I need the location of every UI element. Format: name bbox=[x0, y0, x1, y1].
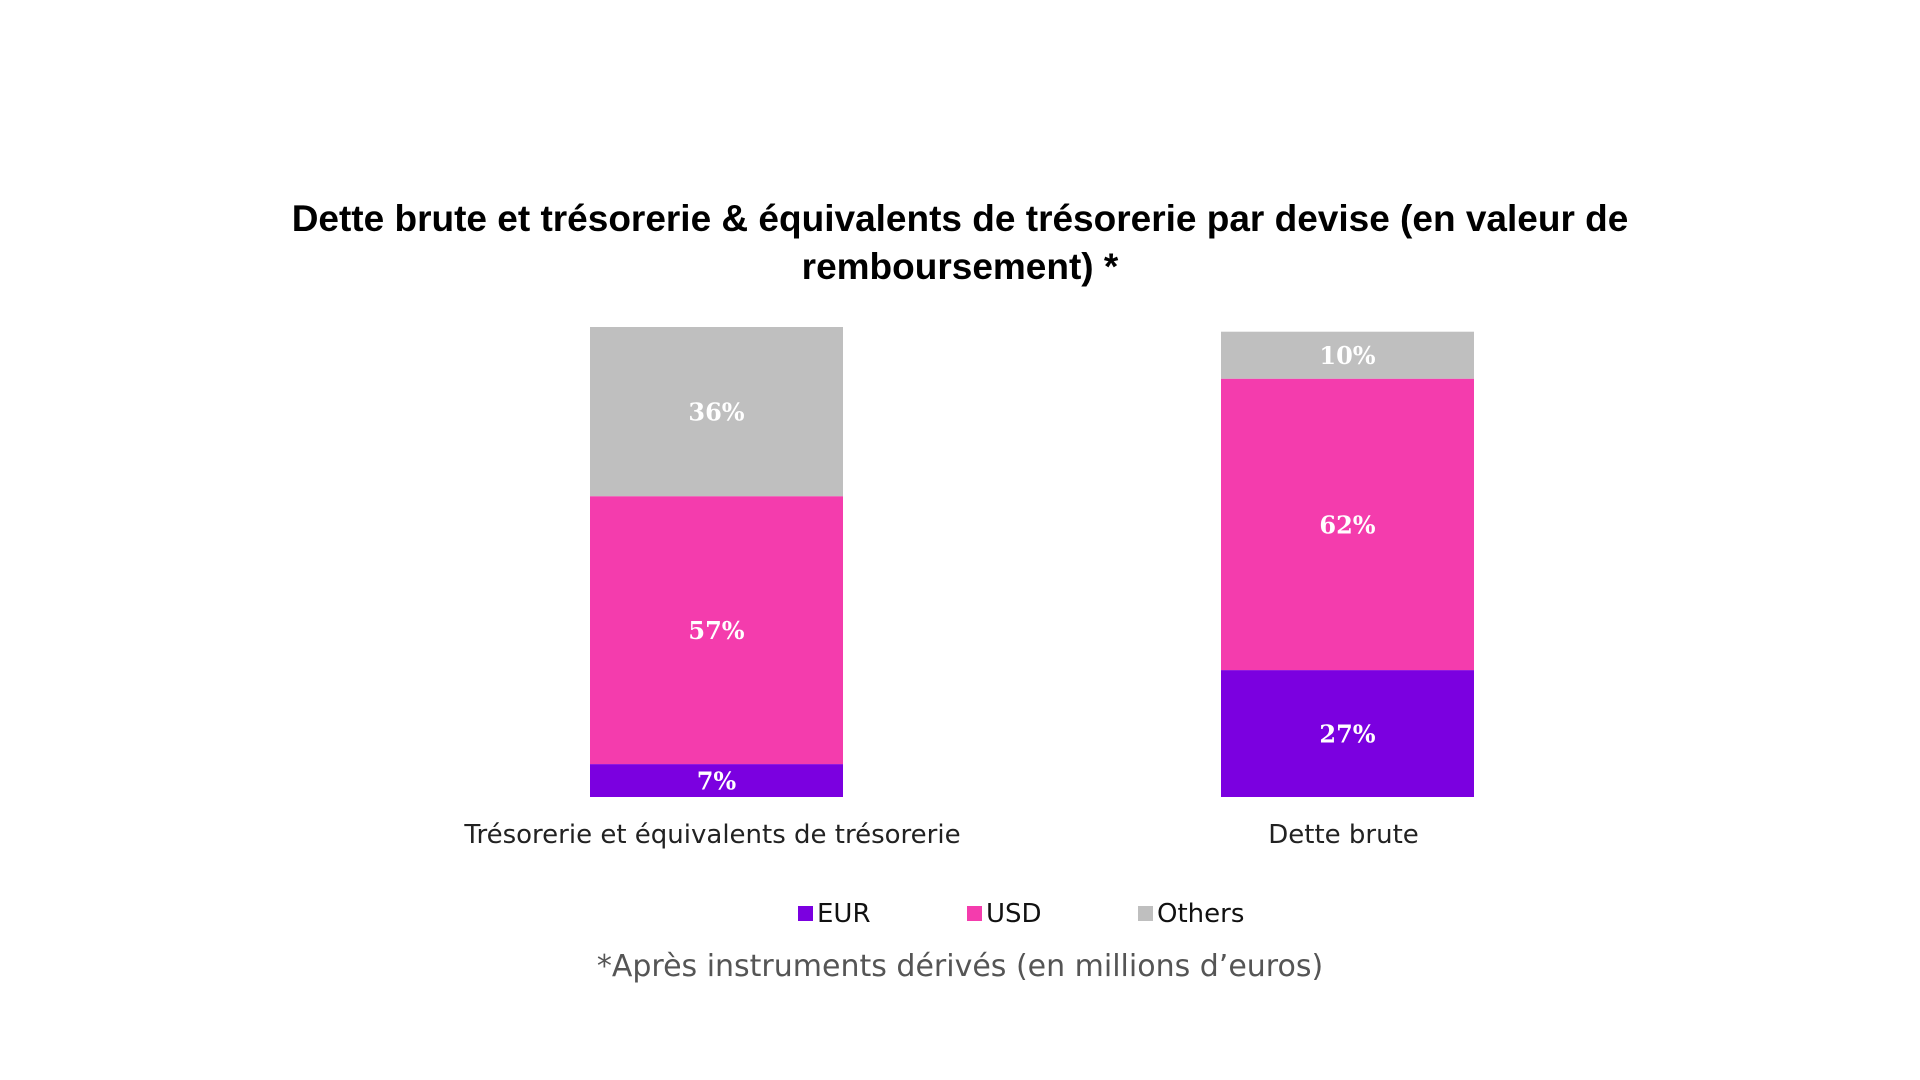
data-label-usd-1: 62% bbox=[1319, 510, 1375, 539]
legend-label-eur: EUR bbox=[817, 899, 871, 929]
data-label-others-1: 10% bbox=[1319, 341, 1375, 370]
bar-segment-eur-1 bbox=[1221, 670, 1474, 797]
bar-segment-others-0 bbox=[590, 327, 843, 497]
chart-title-line-2: remboursement) * bbox=[802, 246, 1119, 287]
legend-swatch-usd bbox=[967, 906, 982, 921]
legend-swatch-eur bbox=[798, 906, 813, 921]
bar-segment-usd-0 bbox=[590, 496, 843, 765]
legend-label-usd: USD bbox=[986, 899, 1042, 929]
data-label-others-0: 36% bbox=[688, 398, 744, 427]
bar-segment-eur-0 bbox=[590, 764, 843, 797]
footnote: *Après instruments dérivés (en millions … bbox=[597, 949, 1323, 984]
legend-swatch-others bbox=[1138, 906, 1153, 921]
data-label-eur-0: 7% bbox=[697, 767, 737, 796]
category-label-0: Trésorerie et équivalents de trésorerie bbox=[463, 820, 960, 850]
chart-title-line-1: Dette brute et trésorerie & équivalents … bbox=[292, 198, 1629, 239]
legend: EUR USD Others bbox=[798, 899, 1244, 929]
bar-segment-usd-1 bbox=[1221, 378, 1474, 671]
legend-label-others: Others bbox=[1157, 899, 1244, 929]
category-label-1: Dette brute bbox=[1268, 820, 1419, 850]
bars-group: 7% 57% 36% 27% 62% 10% bbox=[590, 327, 1474, 797]
bar-segment-others-1 bbox=[1221, 331, 1474, 379]
category-labels: Trésorerie et équivalents de trésorerie D… bbox=[463, 820, 1418, 850]
data-label-usd-0: 57% bbox=[688, 616, 744, 645]
data-label-eur-1: 27% bbox=[1319, 720, 1375, 749]
